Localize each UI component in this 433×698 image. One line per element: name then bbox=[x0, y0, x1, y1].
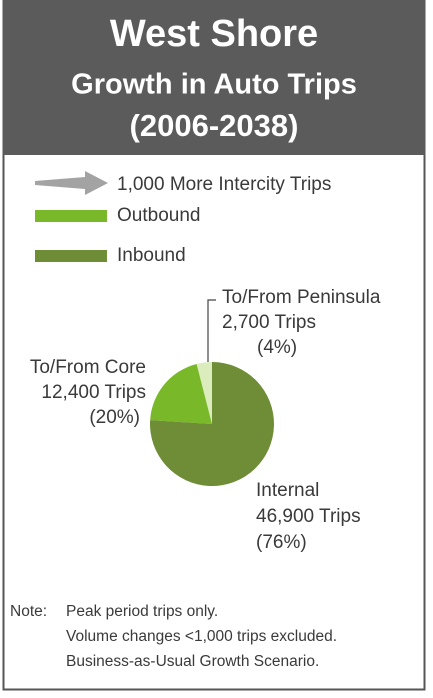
slice-trips: 46,900 Trips bbox=[256, 506, 361, 527]
title-line: (2006-2038) bbox=[130, 108, 299, 143]
legend-swatch bbox=[35, 210, 107, 222]
slice-percent: (76%) bbox=[256, 532, 307, 553]
note-line: Peak period trips only. bbox=[66, 603, 218, 620]
pie-slice bbox=[150, 363, 212, 424]
legend-arrow bbox=[35, 171, 108, 195]
note-line: Volume changes <1,000 trips excluded. bbox=[66, 628, 337, 645]
leader-line bbox=[207, 299, 216, 362]
note-prefix: Note: bbox=[10, 603, 47, 620]
slice-percent: (20%) bbox=[89, 407, 140, 428]
slice-trips: 2,700 Trips bbox=[222, 312, 316, 333]
legend-swatch bbox=[35, 250, 107, 262]
title-line: Growth in Auto Trips bbox=[71, 69, 357, 101]
note-line: Business-as-Usual Growth Scenario. bbox=[66, 653, 319, 670]
slice-label: To/From Core bbox=[30, 357, 146, 378]
legend-label: Inbound bbox=[117, 245, 186, 266]
header bbox=[3, 0, 425, 155]
slice-trips: 12,400 Trips bbox=[41, 382, 146, 403]
slice-label: To/From Peninsula bbox=[222, 287, 381, 308]
pie-slice bbox=[196, 362, 212, 424]
legend-label: 1,000 More Intercity Trips bbox=[117, 174, 331, 195]
pie bbox=[150, 362, 274, 486]
pie-slice bbox=[150, 362, 274, 486]
title-line: West Shore bbox=[110, 13, 318, 55]
slice-percent: (4%) bbox=[257, 337, 297, 358]
slice-label: Internal bbox=[256, 480, 319, 501]
legend-label: Outbound bbox=[117, 205, 200, 226]
